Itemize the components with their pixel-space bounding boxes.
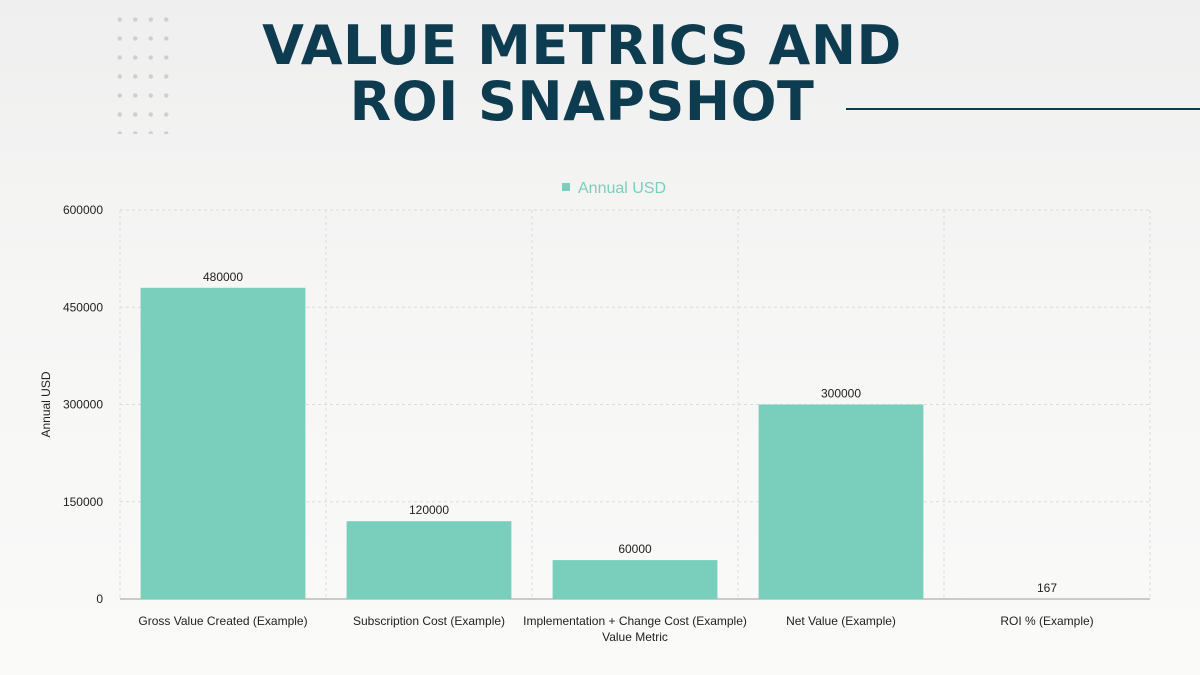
- title-line-1: VALUE METRICS AND: [262, 14, 902, 77]
- bar: [552, 560, 718, 599]
- x-tick-label: Net Value (Example): [786, 614, 896, 628]
- page-title: VALUE METRICS AND ROI SNAPSHOT: [182, 18, 982, 130]
- bar-chart: 0 150000 300000 450000 600000 480000 Gross Val…: [39, 180, 1151, 644]
- title-divider-line: [846, 108, 1200, 110]
- bar: [346, 521, 512, 599]
- x-tick-label: ROI % (Example): [1000, 614, 1093, 628]
- bar-value-label: 60000: [618, 542, 652, 556]
- y-axis-title: Annual USD: [39, 371, 53, 437]
- title-line-2: ROI SNAPSHOT: [349, 70, 815, 133]
- y-tick-label: 0: [96, 592, 103, 606]
- chart-labels: 0 150000 300000 450000 600000 480000 Gross Val…: [63, 203, 1094, 628]
- x-tick-label: Gross Value Created (Example): [138, 614, 307, 628]
- legend-label: Annual USD: [578, 180, 666, 197]
- bar-value-label: 300000: [821, 387, 861, 401]
- bar: [758, 404, 924, 599]
- chart-legend: Annual USD: [562, 180, 666, 197]
- x-tick-label: Implementation + Change Cost (Example): [523, 614, 747, 628]
- y-tick-label: 300000: [63, 398, 103, 412]
- bar-value-label: 167: [1037, 581, 1057, 595]
- bar: [140, 287, 306, 599]
- bar-value-label: 120000: [409, 503, 449, 517]
- chart-bars: [140, 287, 1130, 599]
- legend-swatch: [562, 183, 570, 191]
- decorative-dot-grid: [112, 10, 174, 134]
- y-tick-label: 150000: [63, 495, 103, 509]
- x-tick-label: Subscription Cost (Example): [353, 614, 505, 628]
- y-tick-label: 600000: [63, 203, 103, 217]
- x-axis-title: Value Metric: [602, 630, 668, 644]
- y-tick-label: 450000: [63, 300, 103, 314]
- bar-value-label: 480000: [203, 270, 243, 284]
